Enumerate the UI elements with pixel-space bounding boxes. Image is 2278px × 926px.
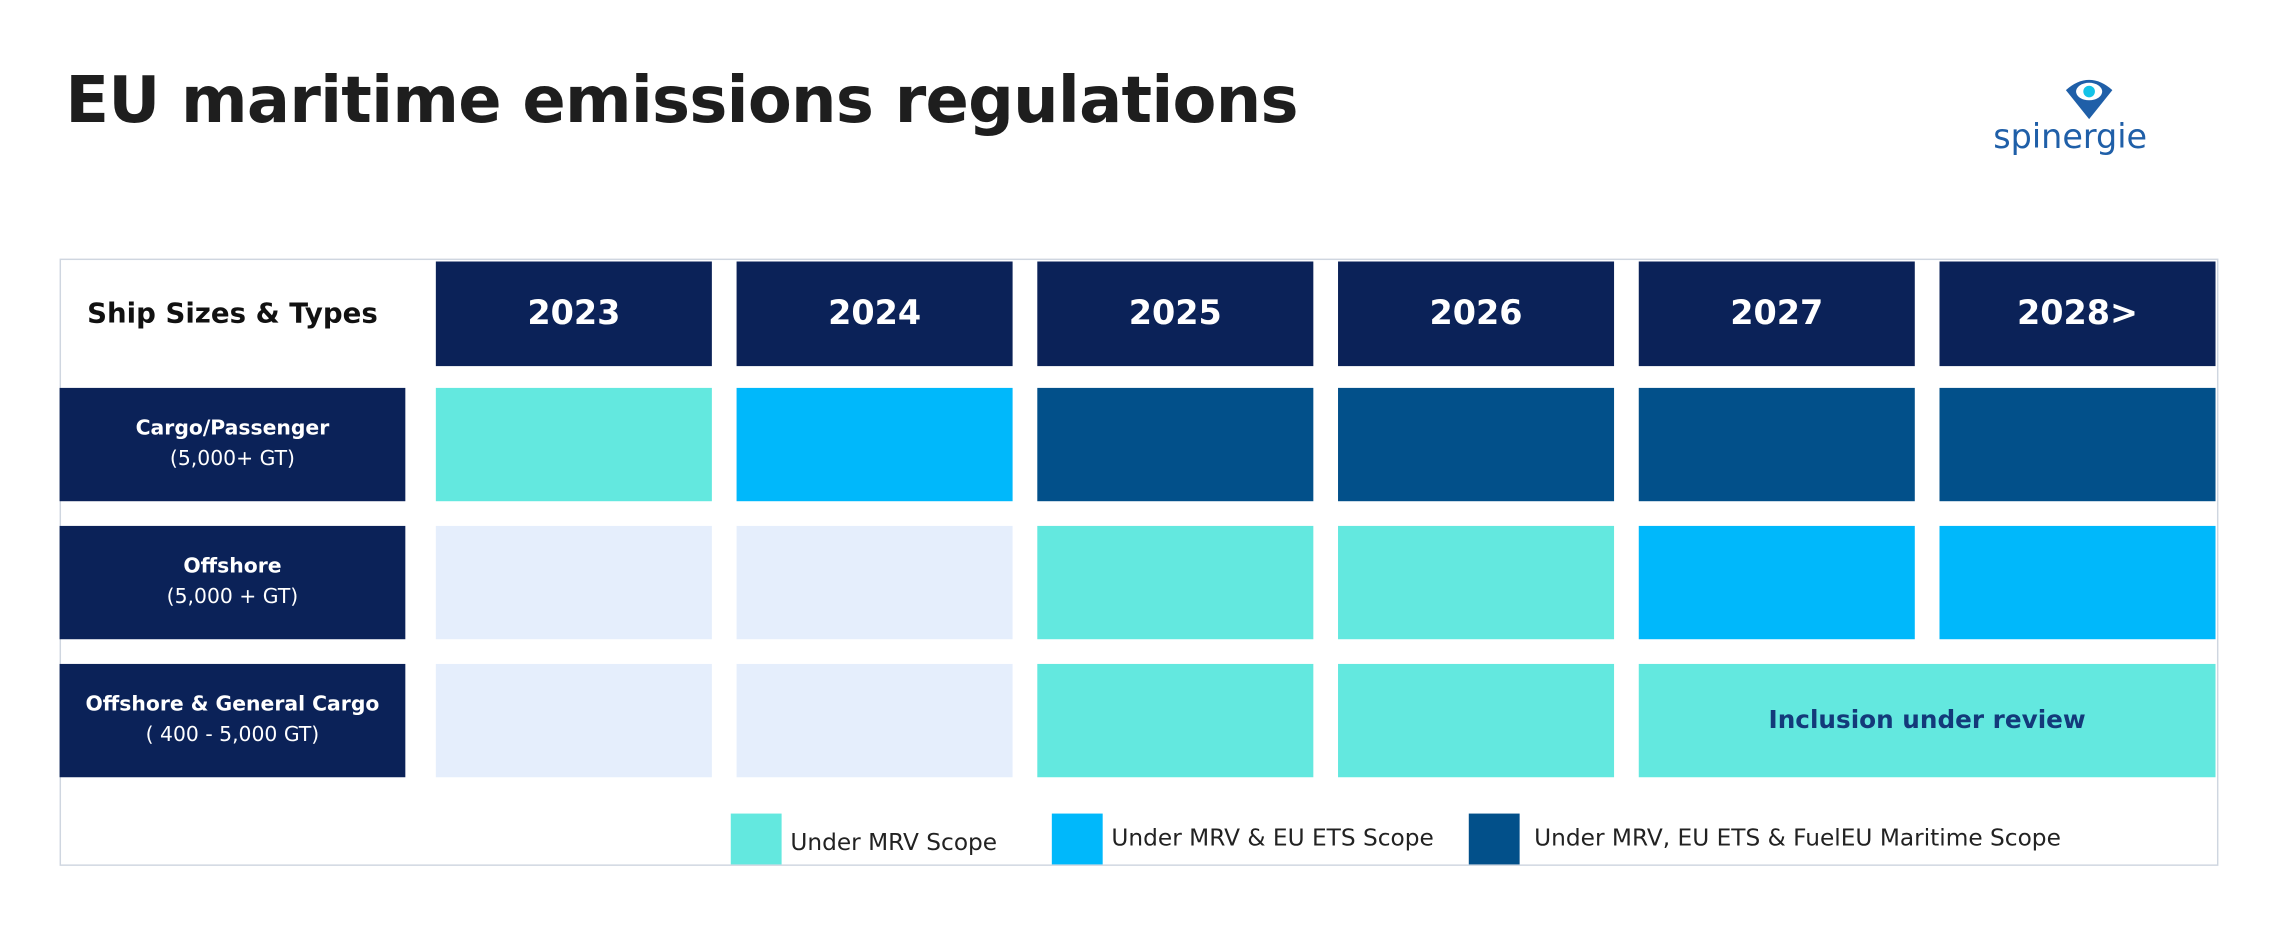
legend-swatch [730, 813, 782, 865]
status-cell [1939, 525, 2216, 640]
legend-swatch [1468, 813, 1520, 865]
status-cell [736, 387, 1013, 502]
title: EU maritime emissions regulations [65, 63, 1298, 139]
status-cell [435, 387, 712, 502]
status-cell [736, 663, 1013, 778]
legend-label: Under MRV, EU ETS & FuelEU Maritime Scop… [1534, 823, 2061, 852]
status-cell [435, 525, 712, 640]
status-cell: Inclusion under review [1638, 663, 2216, 778]
row-label: Offshore (5,000 + GT) [59, 525, 406, 640]
logo-icon [2065, 79, 2113, 120]
status-cell [435, 663, 712, 778]
logo-text: spinergie [1993, 119, 2148, 157]
legend-label: Under MRV Scope [790, 828, 998, 856]
status-cell [1037, 663, 1314, 778]
row-label-line: Cargo/Passenger [135, 416, 330, 441]
year-header: 2024 [736, 261, 1013, 367]
row-label-line: ( 400 - 5,000 GT) [145, 723, 320, 747]
year-header: 2027 [1638, 261, 1915, 367]
row-label-line: Offshore & General Cargo [85, 692, 380, 717]
row-label-line: Offshore [183, 554, 282, 579]
legend-swatch [1051, 813, 1103, 865]
status-cell [736, 525, 1013, 640]
status-cell [1338, 663, 1615, 778]
row-label-line: (5,000 + GT) [166, 585, 299, 609]
legend-label: Under MRV & EU ETS Scope [1111, 823, 1434, 852]
year-header: 2023 [435, 261, 712, 367]
status-cell [1338, 387, 1615, 502]
year-header: 2025 [1037, 261, 1314, 367]
year-header: 2028> [1939, 261, 2216, 367]
row-label: Offshore & General Cargo ( 400 - 5,000 GT… [59, 663, 406, 778]
status-cell [1939, 387, 2216, 502]
year-header: 2026 [1338, 261, 1615, 367]
status-cell [1638, 525, 1915, 640]
corner-header: Ship Sizes & Types [87, 297, 378, 330]
status-cell [1338, 525, 1615, 640]
row-label: Cargo/Passenger (5,000+ GT) [59, 387, 406, 502]
status-cell [1638, 387, 1915, 502]
status-cell [1037, 387, 1314, 502]
status-cell [1037, 525, 1314, 640]
row-label-line: (5,000+ GT) [169, 447, 295, 471]
